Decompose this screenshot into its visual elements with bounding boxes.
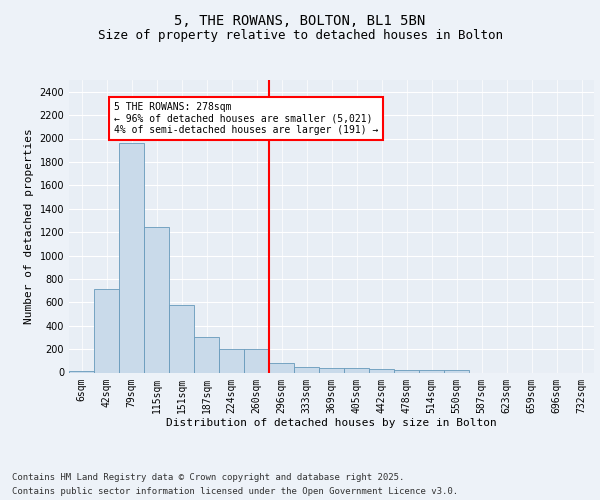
- Bar: [194, 337, 219, 372]
- Bar: [144, 228, 169, 372]
- Bar: [119, 143, 144, 372]
- Bar: [169, 305, 194, 372]
- Text: Size of property relative to detached houses in Bolton: Size of property relative to detached ho…: [97, 30, 503, 43]
- Bar: [419, 370, 444, 372]
- Y-axis label: Number of detached properties: Number of detached properties: [24, 128, 34, 324]
- Text: Contains HM Land Registry data © Crown copyright and database right 2025.: Contains HM Land Registry data © Crown c…: [12, 472, 404, 482]
- Bar: [344, 368, 369, 372]
- Bar: [369, 368, 394, 372]
- Bar: [294, 366, 319, 372]
- X-axis label: Distribution of detached houses by size in Bolton: Distribution of detached houses by size …: [166, 418, 497, 428]
- Bar: [269, 362, 294, 372]
- Text: Contains public sector information licensed under the Open Government Licence v3: Contains public sector information licen…: [12, 488, 458, 496]
- Bar: [244, 349, 269, 372]
- Bar: [69, 370, 94, 372]
- Bar: [319, 368, 344, 372]
- Text: 5, THE ROWANS, BOLTON, BL1 5BN: 5, THE ROWANS, BOLTON, BL1 5BN: [175, 14, 425, 28]
- Bar: [444, 370, 469, 372]
- Text: 5 THE ROWANS: 278sqm
← 96% of detached houses are smaller (5,021)
4% of semi-det: 5 THE ROWANS: 278sqm ← 96% of detached h…: [114, 102, 379, 136]
- Bar: [94, 290, 119, 372]
- Bar: [219, 348, 244, 372]
- Bar: [394, 370, 419, 372]
